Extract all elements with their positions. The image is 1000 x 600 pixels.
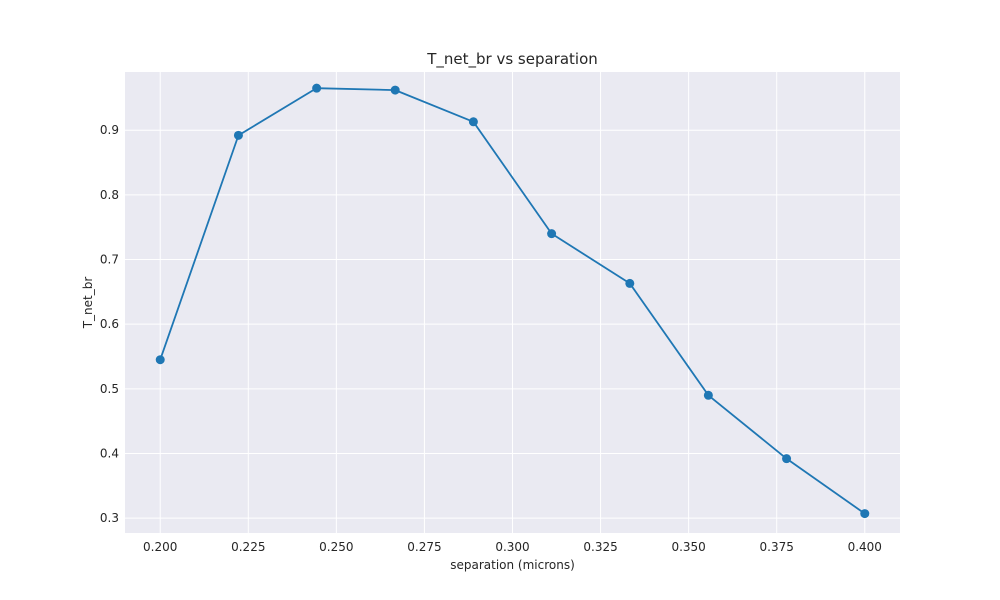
data-series [155,83,870,519]
data-point [155,355,165,365]
data-point [468,117,478,127]
x-axis-label: separation (microns) [450,558,575,572]
x-tick-label: 0.350 [671,540,705,554]
x-tick-label: 0.250 [319,540,353,554]
y-axis-label: T_net_br [81,277,95,330]
data-point [547,229,557,239]
y-tick-label: 0.3 [100,511,119,525]
data-point [390,85,400,95]
x-tick-label: 0.275 [407,540,441,554]
data-point [312,83,322,93]
data-point [703,390,713,400]
y-tick-label: 0.8 [100,188,119,202]
data-point [625,278,635,288]
y-tick-label: 0.6 [100,317,119,331]
series-line [159,87,866,515]
data-point [782,454,792,464]
x-tick-label: 0.400 [848,540,882,554]
y-tick-label: 0.7 [100,253,119,267]
y-tick-label: 0.5 [100,382,119,396]
grid-lines [125,72,900,533]
x-tick-label: 0.300 [495,540,529,554]
y-tick-label: 0.9 [100,123,119,137]
data-point [233,130,243,140]
x-tick-label: 0.375 [760,540,794,554]
data-point [860,509,870,519]
x-tick-label: 0.200 [143,540,177,554]
y-tick-label: 0.4 [100,446,119,460]
chart-title: T_net_br vs separation [426,50,598,69]
tick-labels: 0.200 0.225 0.250 0.275 0.300 0.325 0.350 0.375… [100,123,882,554]
x-tick-label: 0.225 [231,540,265,554]
x-tick-label: 0.325 [583,540,617,554]
